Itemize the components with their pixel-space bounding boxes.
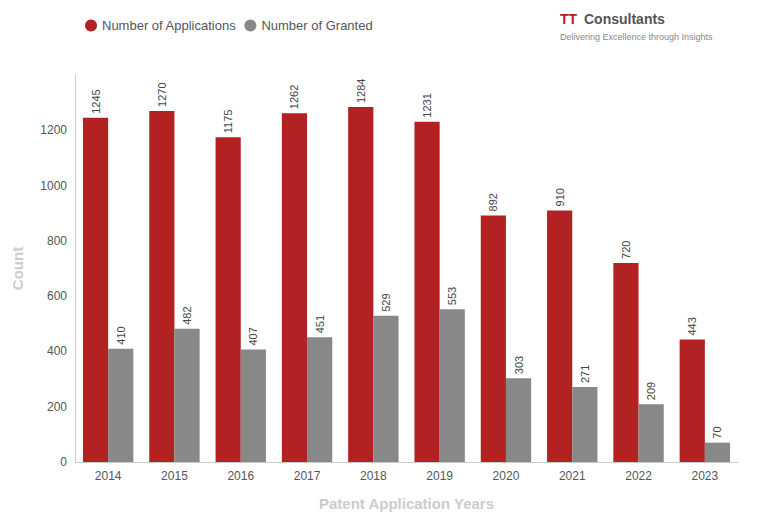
svg-text:209: 209 [645,382,657,400]
svg-text:1270: 1270 [156,82,168,106]
svg-text:1231: 1231 [421,93,433,117]
svg-text:482: 482 [181,306,193,324]
svg-text:1175: 1175 [222,110,234,134]
svg-text:1000: 1000 [40,179,67,193]
svg-text:1245: 1245 [90,89,102,113]
svg-text:303: 303 [513,356,525,374]
svg-text:910: 910 [554,188,566,206]
svg-text:800: 800 [47,234,67,248]
svg-text:Delivering Excellence through: Delivering Excellence through Insights [560,32,713,42]
svg-text:1200: 1200 [40,123,67,137]
svg-text:0: 0 [60,455,67,469]
svg-text:400: 400 [47,344,67,358]
svg-text:200: 200 [47,400,67,414]
svg-text:720: 720 [620,241,632,259]
svg-text:600: 600 [47,289,67,303]
svg-text:2020: 2020 [493,469,520,483]
svg-text:Number of Applications: Number of Applications [102,18,236,33]
svg-text:451: 451 [314,315,326,333]
svg-text:Patent Application Years: Patent Application Years [319,495,494,512]
svg-text:443: 443 [686,317,698,335]
svg-text:2022: 2022 [625,469,652,483]
svg-text:407: 407 [247,327,259,345]
svg-text:271: 271 [579,365,591,383]
svg-text:2018: 2018 [360,469,387,483]
svg-text:Count: Count [9,247,26,290]
svg-text:2014: 2014 [95,469,122,483]
svg-text:Number of Granted: Number of Granted [261,18,372,33]
svg-text:892: 892 [487,193,499,211]
svg-text:529: 529 [380,293,392,311]
svg-text:2017: 2017 [294,469,321,483]
svg-text:410: 410 [115,326,127,344]
svg-text:553: 553 [446,287,458,305]
svg-text:2016: 2016 [227,469,254,483]
svg-text:TT: TT [560,11,578,27]
svg-text:2015: 2015 [161,469,188,483]
svg-text:70: 70 [711,426,723,438]
svg-text:2023: 2023 [691,469,718,483]
svg-text:1284: 1284 [355,79,367,103]
svg-text:Consultants: Consultants [584,11,665,27]
svg-text:1262: 1262 [288,85,300,109]
svg-text:2019: 2019 [426,469,453,483]
svg-text:2021: 2021 [559,469,586,483]
